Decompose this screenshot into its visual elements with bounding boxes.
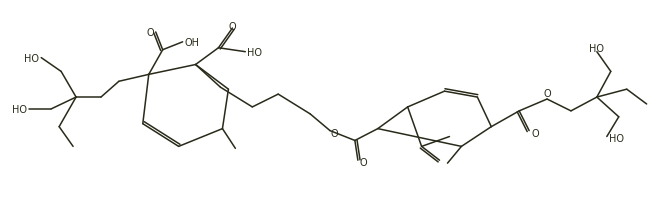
Text: OH: OH (184, 38, 199, 48)
Text: HO: HO (12, 104, 28, 114)
Text: HO: HO (24, 53, 39, 63)
Text: HO: HO (589, 43, 604, 53)
Text: O: O (228, 22, 236, 32)
Text: O: O (531, 128, 539, 138)
Text: O: O (331, 128, 338, 138)
Text: O: O (360, 157, 367, 167)
Text: O: O (146, 28, 154, 38)
Text: HO: HO (247, 48, 262, 57)
Text: O: O (543, 89, 551, 99)
Text: HO: HO (609, 134, 624, 144)
